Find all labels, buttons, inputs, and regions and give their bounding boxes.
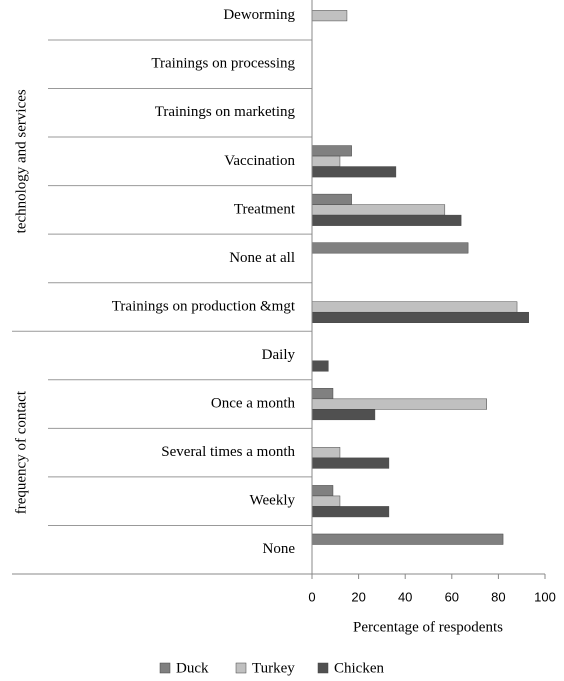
bar xyxy=(311,447,341,459)
bar xyxy=(311,388,334,400)
bar xyxy=(311,166,397,178)
x-tick-label: 40 xyxy=(398,589,412,604)
bar xyxy=(311,311,529,323)
bar xyxy=(311,193,352,205)
bar xyxy=(311,495,341,507)
category-label: Daily xyxy=(262,347,296,363)
legend-swatch xyxy=(159,662,171,674)
category-label: Trainings on production &mgt xyxy=(112,298,296,314)
category-label: None xyxy=(263,541,296,557)
legend-label: Duck xyxy=(176,660,209,676)
bar xyxy=(311,360,329,372)
category-label: Deworming xyxy=(223,7,295,23)
bar xyxy=(311,242,469,254)
bar xyxy=(311,145,352,157)
category-label: Several times a month xyxy=(161,444,295,460)
x-tick-label: 100 xyxy=(534,589,556,604)
bar xyxy=(311,457,390,469)
x-tick-label: 0 xyxy=(308,589,315,604)
bar xyxy=(311,485,334,497)
group-label: technology and services xyxy=(13,89,29,233)
category-label: Trainings on marketing xyxy=(155,104,296,120)
legend-label: Chicken xyxy=(334,660,384,676)
x-tick-label: 80 xyxy=(491,589,505,604)
bar xyxy=(311,398,487,410)
category-label: Treatment xyxy=(234,201,296,217)
bar xyxy=(311,10,348,22)
bar xyxy=(311,533,504,545)
bar xyxy=(311,204,446,216)
category-label: Weekly xyxy=(250,493,296,509)
x-axis-title: Percentage of respodents xyxy=(353,619,503,635)
bar xyxy=(311,506,390,518)
category-label: None at all xyxy=(229,250,295,266)
legend-swatch xyxy=(235,662,247,674)
bar xyxy=(311,301,518,313)
group-label: frequency of contact xyxy=(13,390,29,514)
x-tick-label: 60 xyxy=(445,589,459,604)
bar xyxy=(311,409,376,421)
bar xyxy=(311,214,462,226)
category-label: Vaccination xyxy=(224,153,295,169)
legend-swatch xyxy=(317,662,329,674)
bar xyxy=(311,155,341,167)
category-label: Once a month xyxy=(211,396,296,412)
x-tick-label: 20 xyxy=(351,589,365,604)
legend-label: Turkey xyxy=(252,660,295,676)
category-label: Trainings on processing xyxy=(151,56,295,72)
